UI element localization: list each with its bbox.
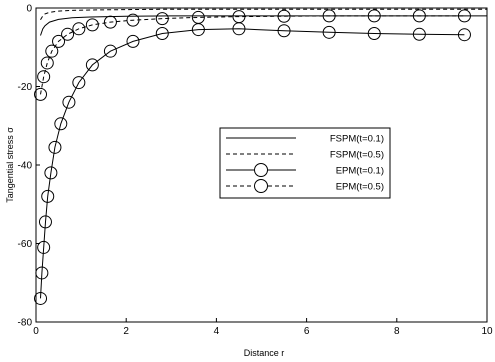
series-line-0 [40,15,487,36]
data-point [277,24,291,38]
data-point [412,9,426,23]
x-tick-label: 8 [394,326,400,337]
data-point [34,291,48,305]
legend-swatch-marker [254,163,268,177]
data-point [72,22,86,36]
y-tick-label: -80 [18,318,33,329]
y-tick-label: 0 [26,4,32,15]
data-point [41,189,55,203]
data-point [54,117,68,131]
series-line-2 [40,28,465,299]
y-axis-title: Tangential stress σ [5,127,15,203]
legend: FSPM(t=0.1) FSPM(t=0.5) EPM(t=0.1) EPM(t=0.… [219,127,391,199]
data-point [45,44,59,58]
legend-label: FSPM(t=0.5) [330,150,384,161]
data-point [126,13,140,27]
y-axis: 0 -20 -40 -60 -80 [18,4,40,329]
legend-items: FSPM(t=0.1) FSPM(t=0.5) EPM(t=0.1) EPM(t=0.… [226,134,384,193]
data-point [48,140,62,154]
data-point [277,9,291,23]
data-point [232,10,246,24]
legend-swatch-marker [254,179,268,193]
x-axis: 0 2 4 6 8 10 [33,318,493,337]
data-point [103,15,117,29]
data-point [37,70,51,84]
data-point [34,87,48,101]
legend-label: EPM(t=0.5) [336,182,384,193]
x-tick-label: 6 [304,326,310,337]
data-point [155,27,169,41]
data-point [35,266,49,280]
data-point [62,95,76,109]
data-point [191,10,205,24]
x-tick-label: 2 [123,326,129,337]
data-point [412,27,426,41]
data-point [37,240,51,254]
data-point [457,9,471,23]
x-tick-label: 4 [214,326,220,337]
y-tick-label: -40 [18,161,33,172]
data-point [367,9,381,23]
legend-label: EPM(t=0.1) [336,166,384,177]
data-point [367,27,381,41]
data-point [103,44,117,58]
data-point [40,56,54,70]
data-point [44,166,58,180]
data-point [52,34,66,48]
data-point [85,58,99,72]
series-line-3 [40,15,465,95]
x-tick-label: 0 [33,326,39,337]
legend-label: FSPM(t=0.1) [330,134,384,145]
y-tick-label: -60 [18,239,33,250]
data-point [155,12,169,26]
y-tick-label: -20 [18,82,33,93]
series-layer [34,8,487,305]
data-point [61,27,75,41]
series-line-1 [40,8,487,21]
data-point [322,9,336,23]
data-point [85,18,99,32]
x-axis-title: Distance r [244,348,285,358]
data-point [38,215,52,229]
data-point [457,28,471,42]
data-point [322,25,336,39]
x-tick-label: 10 [481,326,493,337]
data-point [126,34,140,48]
data-point [72,76,86,90]
